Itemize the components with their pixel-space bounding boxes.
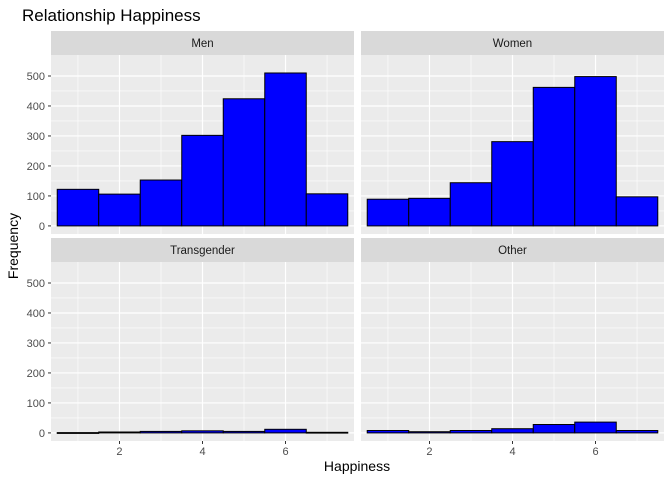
x-axis-title: Happiness: [324, 458, 390, 474]
histogram-bar: [56, 188, 100, 227]
histogram-bar: [532, 86, 576, 227]
y-tick-label: 500: [27, 71, 45, 83]
histogram-bar: [615, 196, 659, 227]
chart-title: Relationship Happiness: [22, 6, 201, 25]
histogram-bar: [305, 431, 349, 434]
facet-strip-label: Transgender: [170, 245, 235, 257]
facet-panel-women: Women: [361, 31, 664, 234]
y-tick-label: 100: [27, 191, 45, 203]
facet-strip: [361, 31, 664, 55]
facet-strip: [51, 238, 354, 262]
histogram-bar: [449, 182, 493, 227]
y-tick-label: 300: [27, 338, 45, 350]
histogram-bar: [98, 431, 141, 434]
histogram-bar: [408, 431, 451, 434]
facet-strip-label: Other: [498, 245, 527, 257]
y-axis-title: Frequency: [5, 213, 21, 279]
facet-panel-other: Other 2 4 6: [361, 238, 664, 458]
y-tick-label: 0: [39, 221, 45, 233]
y-tick-label: 200: [27, 161, 45, 173]
facet-strip: [51, 31, 354, 55]
facet-strip: [361, 238, 664, 262]
y-tick-label: 400: [27, 101, 45, 113]
facet-strip-label: Women: [493, 38, 532, 50]
facet-panel-transgender: Transgender 0 100 200 300 400 500 2 4 6: [27, 238, 354, 458]
histogram-bar: [139, 179, 183, 227]
histogram-bar: [305, 193, 349, 227]
y-tick-label: 200: [27, 368, 45, 380]
y-tick-label: 100: [27, 398, 45, 410]
histogram-bar: [574, 421, 617, 434]
histogram-bar: [264, 72, 307, 227]
histogram-bar: [222, 430, 266, 434]
facet-panels: Men 0 100 200 300 400 500 Women Transgender 0 100 2…: [27, 31, 664, 458]
histogram-bar: [222, 98, 266, 227]
x-tick-label: 4: [509, 446, 515, 458]
x-tick-label: 6: [592, 446, 598, 458]
histogram-bar: [615, 430, 659, 434]
histogram-bar: [532, 424, 576, 434]
y-tick-label: 400: [27, 308, 45, 320]
histogram-bar: [574, 76, 617, 227]
histogram-bar: [181, 430, 224, 434]
x-tick-label: 2: [426, 446, 432, 458]
x-tick-label: 2: [116, 446, 122, 458]
histogram-bar: [491, 428, 534, 434]
facet-strip-label: Men: [191, 38, 213, 50]
histogram-bar: [181, 134, 224, 227]
histogram-bar: [139, 430, 183, 434]
histogram-bar: [449, 430, 493, 434]
histogram-bar: [56, 432, 100, 434]
histogram-bar: [366, 198, 410, 227]
x-tick-label: 4: [199, 446, 205, 458]
y-tick-label: 300: [27, 131, 45, 143]
histogram-bar: [408, 197, 451, 227]
y-tick-label: 500: [27, 278, 45, 290]
facet-panel-men: Men 0 100 200 300 400 500: [27, 31, 354, 234]
histogram-bar: [98, 193, 141, 227]
histogram-bar: [491, 141, 534, 227]
histogram-bar: [264, 428, 307, 434]
x-tick-label: 6: [282, 446, 288, 458]
histogram-bar: [366, 430, 410, 434]
y-tick-label: 0: [39, 428, 45, 440]
